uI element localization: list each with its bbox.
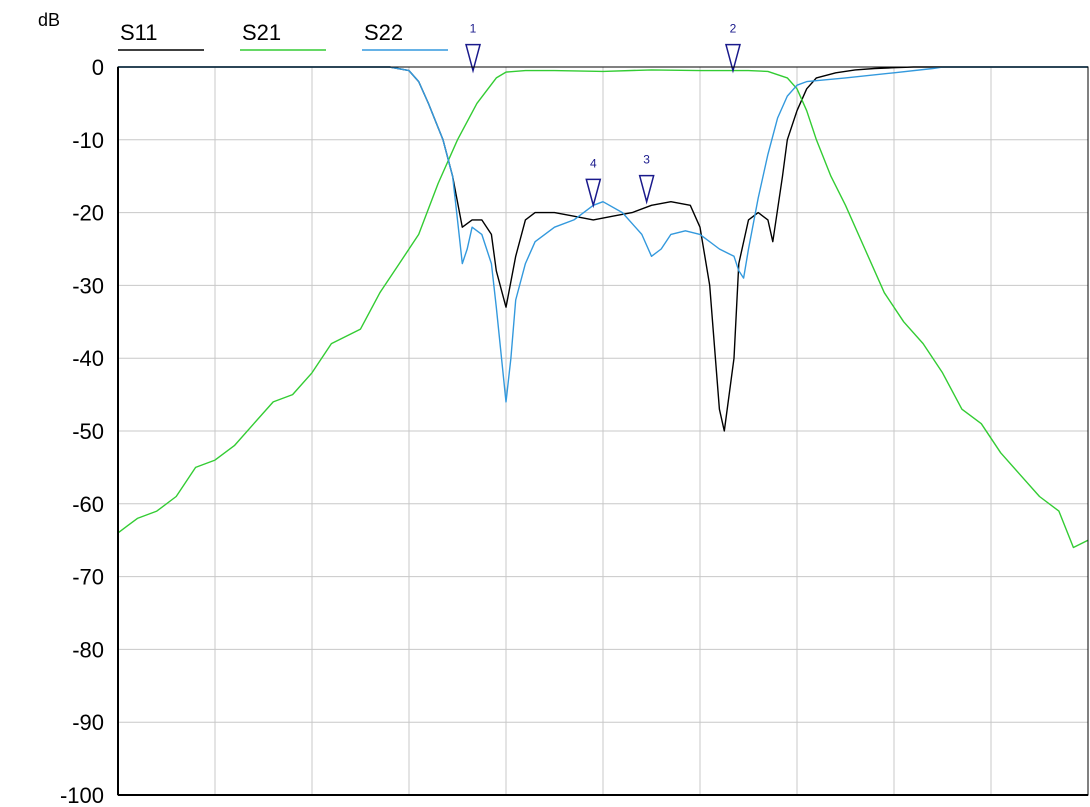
- y-tick-label: -90: [72, 710, 104, 735]
- chart-markers: 1 2 3 4: [465, 22, 741, 209]
- marker-4-triangle: [585, 178, 602, 209]
- legend-label-s21: S21: [242, 20, 281, 45]
- legend-label-s11: S11: [120, 20, 158, 45]
- chart-series: [117, 66, 1089, 549]
- y-tick-label: -20: [72, 201, 104, 226]
- y-tick-label: -40: [72, 346, 104, 371]
- y-tick-label: -100: [60, 783, 104, 807]
- y-tick-label: -80: [72, 637, 104, 662]
- y-tick-label: -60: [72, 492, 104, 517]
- marker-2-triangle: [725, 43, 741, 74]
- y-tick-label: -70: [72, 565, 104, 590]
- marker-4-label: 4: [590, 156, 597, 170]
- y-tick-label: 0: [92, 55, 104, 80]
- y-tick-labels: 0 -10 -20 -30 -40 -50 -60 -70 -80 -90 -100: [60, 55, 104, 807]
- chart-grid: [118, 67, 1088, 795]
- marker-1-label: 1: [470, 22, 477, 36]
- y-axis-unit-label: dB: [38, 10, 60, 30]
- series-line-s11: [118, 66, 1088, 432]
- series-line-s21: [117, 69, 1089, 549]
- marker-3-label: 3: [643, 153, 650, 167]
- marker-2-label: 2: [730, 22, 737, 36]
- y-tick-label: -50: [72, 419, 104, 444]
- marker-1-triangle: [465, 43, 481, 74]
- y-tick-label: -10: [72, 128, 104, 153]
- legend-label-s22: S22: [364, 20, 403, 45]
- y-tick-label: -30: [72, 273, 104, 298]
- chart-legend: S11 S21 S22: [118, 20, 448, 51]
- series-line-s22: [118, 66, 1088, 403]
- marker-3-triangle: [638, 174, 655, 205]
